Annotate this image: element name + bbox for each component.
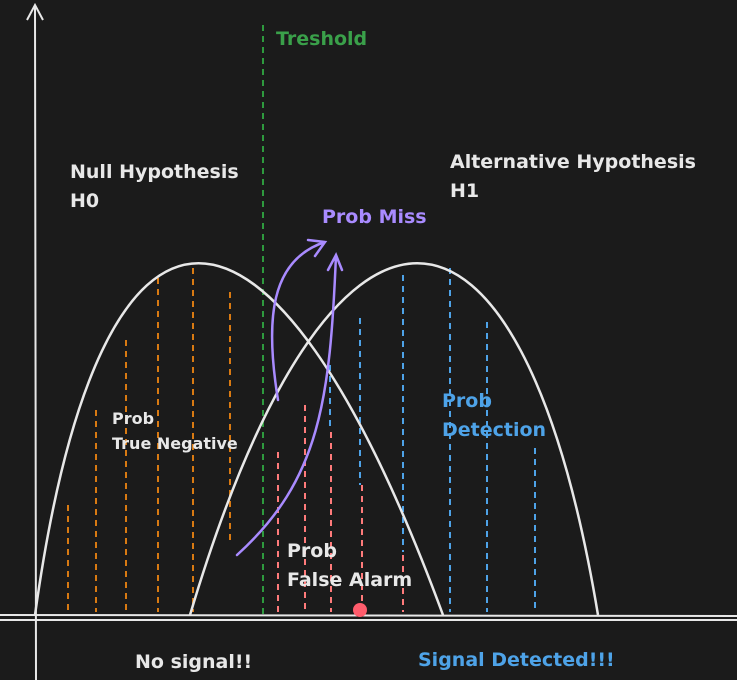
miss-arrows — [235, 238, 344, 557]
detection-hatch — [329, 268, 536, 612]
signal-label: Signal Detected!!! — [418, 649, 615, 671]
distributions — [33, 262, 600, 616]
fa-label: False Alarm — [287, 569, 412, 591]
h1-curve — [188, 262, 600, 616]
arrow — [270, 238, 328, 402]
marker-dot — [353, 603, 367, 617]
y-axis — [26, 2, 44, 680]
area-hatches — [67, 25, 536, 617]
alt-label: Alternative Hypothesis — [450, 151, 696, 173]
false-alarm-hatch — [277, 405, 404, 612]
no-signal-label: No signal!! — [135, 651, 252, 673]
detection-label: Prob — [442, 390, 492, 412]
threshold-label: Treshold — [276, 28, 367, 50]
null-label: H0 — [70, 190, 99, 212]
arrow — [235, 252, 344, 557]
tn-label: Prob — [112, 409, 154, 428]
x-axis — [0, 614, 737, 621]
h0-curve — [33, 262, 445, 616]
null-label: Null Hypothesis — [70, 161, 239, 183]
tn-label: True Negative — [112, 434, 238, 453]
miss-label: Prob Miss — [322, 206, 427, 228]
fa-label: Prob — [287, 540, 337, 562]
detection-label: Detection — [442, 419, 546, 441]
alt-label: H1 — [450, 180, 479, 202]
true-negative-hatch — [67, 268, 231, 612]
